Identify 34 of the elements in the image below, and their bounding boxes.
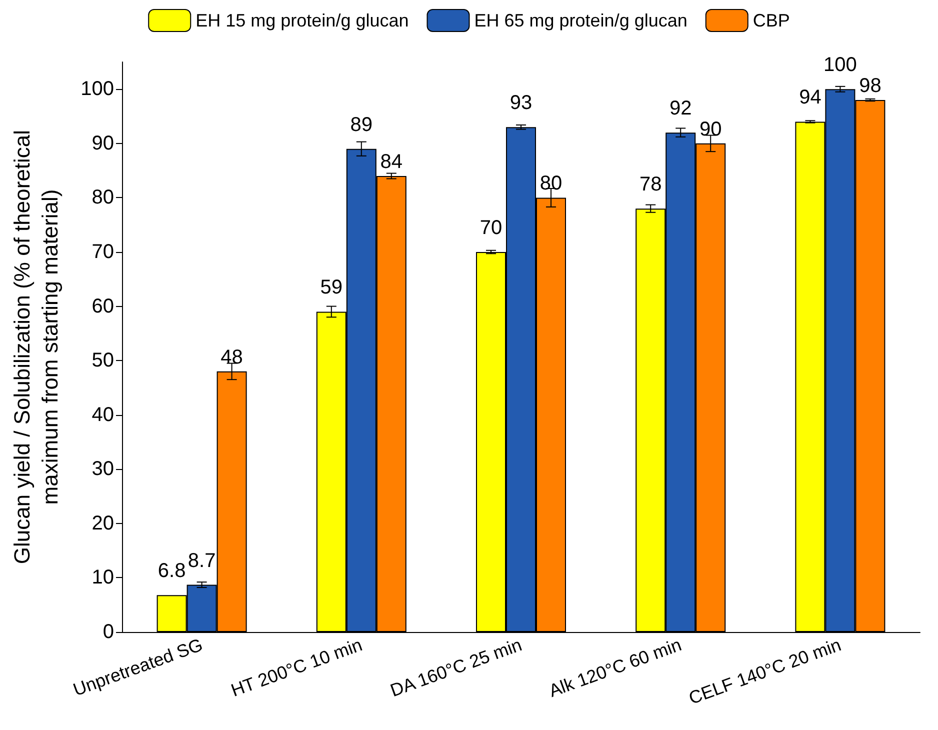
legend-label: EH 65 mg protein/g glucan — [474, 10, 688, 30]
x-tick-label: CELF 140°C 20 min — [686, 634, 844, 708]
y-tick-label: 30 — [92, 458, 114, 480]
data-label: 90 — [699, 118, 722, 140]
data-label: 94 — [799, 86, 822, 109]
data-label: 84 — [380, 151, 403, 173]
y-tick-label: 70 — [92, 241, 114, 263]
y-tick-label: 60 — [92, 295, 114, 318]
data-label: 98 — [859, 75, 882, 97]
data-label: 59 — [320, 276, 343, 299]
data-label: 78 — [639, 174, 662, 196]
legend-label: CBP — [752, 10, 790, 30]
y-tick-label: 40 — [92, 404, 114, 426]
data-label: 92 — [669, 98, 692, 120]
y-tick-label: 80 — [92, 186, 114, 209]
y-tick-label: 100 — [80, 78, 114, 100]
x-tick-label: HT 200°C 10 min — [228, 634, 365, 701]
y-tick-label: 20 — [92, 512, 114, 534]
data-label: 6.8 — [158, 560, 186, 582]
y-tick-label: 10 — [92, 566, 114, 589]
x-tick-label: DA 160°C 25 min — [388, 634, 524, 701]
y-tick-label: 50 — [92, 350, 114, 372]
y-axis-title: Glucan yield / Solubilization (% of theoretical maximum from starting material) — [10, 130, 62, 564]
legend-label: EH 15 mg protein/g glucan — [196, 10, 409, 30]
y-tick-label: 0 — [102, 621, 114, 643]
data-label: 89 — [350, 114, 373, 136]
data-label: 8.7 — [188, 550, 216, 572]
data-label: 93 — [510, 92, 532, 114]
y-tick-label: 90 — [92, 132, 114, 154]
x-tick-label: Alk 120°C 60 min — [546, 634, 684, 702]
data-label: 100 — [824, 54, 857, 76]
data-label: 70 — [480, 217, 502, 239]
data-label: 80 — [540, 172, 562, 195]
data-label: 48 — [220, 346, 243, 368]
